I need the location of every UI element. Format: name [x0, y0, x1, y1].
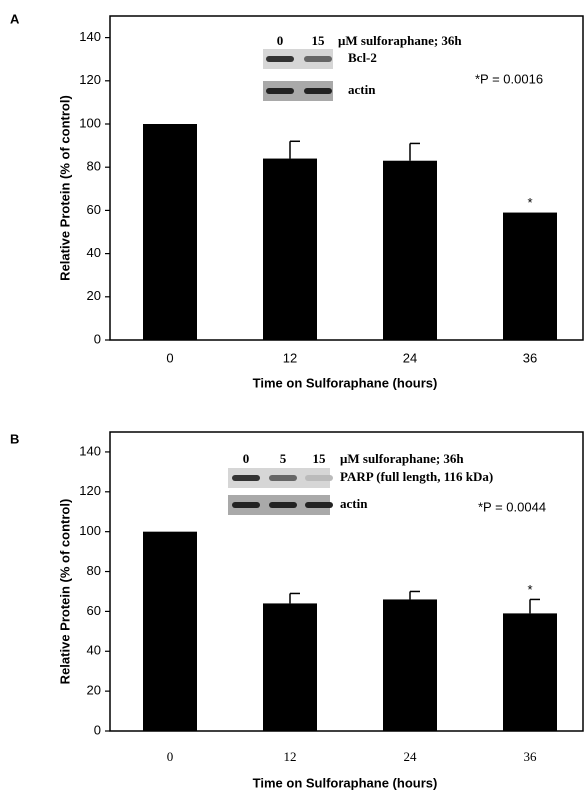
significance-marker: * [527, 582, 532, 597]
bar [383, 161, 437, 340]
x-axis-label: Time on Sulforaphane (hours) [253, 375, 438, 390]
bar [143, 124, 197, 340]
blot-band [232, 502, 260, 508]
x-tick-label: 24 [404, 749, 418, 764]
x-tick-label: 24 [403, 350, 417, 365]
y-tick-label: 20 [87, 683, 101, 698]
y-tick-label: 0 [94, 331, 101, 346]
y-tick-label: 100 [79, 115, 101, 130]
x-axis-label: Time on Sulforaphane (hours) [253, 775, 438, 790]
blot-row-label: PARP (full length, 116 kDa) [340, 469, 493, 484]
bar [503, 613, 557, 731]
y-tick-label: 0 [94, 722, 101, 737]
y-axis-label: Relative Protein (% of control) [57, 95, 72, 281]
p-value-annotation: *P = 0.0044 [478, 499, 546, 514]
blot-band [269, 475, 297, 481]
bar [143, 532, 197, 731]
blot-band [305, 502, 333, 508]
lane-label: 15 [312, 33, 326, 48]
x-tick-label: 12 [284, 749, 297, 764]
figure: A020406080100120140Relative Protein (% o… [0, 0, 584, 795]
x-tick-label: 12 [283, 350, 297, 365]
bar [503, 213, 557, 340]
blot-band [266, 56, 294, 62]
y-tick-label: 140 [79, 29, 101, 44]
lane-label: 5 [280, 451, 287, 466]
y-tick-label: 80 [87, 159, 101, 174]
treatment-label: μM sulforaphane; 36h [338, 33, 462, 48]
blot-band [269, 502, 297, 508]
significance-marker: * [527, 195, 532, 210]
y-tick-label: 40 [87, 643, 101, 658]
x-tick-label: 0 [166, 350, 173, 365]
p-value-annotation: *P = 0.0016 [475, 71, 543, 86]
bar [263, 159, 317, 340]
blot-row-label: actin [340, 496, 368, 511]
panel-label: B [10, 431, 19, 446]
y-tick-label: 80 [87, 563, 101, 578]
x-tick-label: 36 [523, 350, 537, 365]
blot-band [304, 56, 332, 62]
blot-band [232, 475, 260, 481]
panel-label: A [10, 11, 20, 26]
treatment-label: μM sulforaphane; 36h [340, 451, 464, 466]
x-tick-label: 36 [524, 749, 538, 764]
y-tick-label: 60 [87, 202, 101, 217]
y-tick-label: 120 [79, 483, 101, 498]
blot-band [266, 88, 294, 94]
bar [263, 603, 317, 731]
blot-band [304, 88, 332, 94]
y-axis-label: Relative Protein (% of control) [57, 499, 72, 685]
y-tick-label: 120 [79, 72, 101, 87]
y-tick-label: 60 [87, 603, 101, 618]
y-tick-label: 140 [79, 443, 101, 458]
blot-row-label: actin [348, 82, 376, 97]
bar [383, 599, 437, 731]
y-tick-label: 40 [87, 245, 101, 260]
lane-label: 15 [313, 451, 327, 466]
blot-band [305, 475, 333, 481]
lane-label: 0 [277, 33, 284, 48]
y-tick-label: 20 [87, 288, 101, 303]
lane-label: 0 [243, 451, 250, 466]
blot-row-label: Bcl-2 [348, 50, 377, 65]
y-tick-label: 100 [79, 523, 101, 538]
x-tick-label: 0 [167, 749, 174, 764]
